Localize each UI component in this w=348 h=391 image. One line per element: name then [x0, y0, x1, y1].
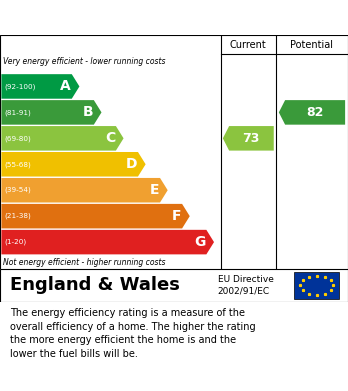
Text: D: D [126, 157, 137, 171]
Text: 82: 82 [307, 106, 324, 119]
Text: A: A [60, 79, 71, 93]
Text: (39-54): (39-54) [4, 187, 31, 194]
Polygon shape [1, 178, 168, 203]
Polygon shape [1, 204, 190, 228]
Polygon shape [1, 152, 145, 177]
Text: Very energy efficient - lower running costs: Very energy efficient - lower running co… [3, 57, 166, 66]
Text: E: E [150, 183, 159, 197]
Text: EU Directive
2002/91/EC: EU Directive 2002/91/EC [218, 275, 274, 296]
Text: 73: 73 [242, 132, 260, 145]
Text: G: G [194, 235, 206, 249]
Text: Energy Efficiency Rating: Energy Efficiency Rating [10, 12, 232, 27]
Text: F: F [172, 209, 181, 223]
Text: (92-100): (92-100) [4, 83, 35, 90]
Polygon shape [1, 74, 79, 99]
Polygon shape [1, 126, 124, 151]
Text: (21-38): (21-38) [4, 213, 31, 219]
Bar [294, 272, 339, 299]
Polygon shape [1, 230, 214, 255]
Text: The energy efficiency rating is a measure of the
overall efficiency of a home. T: The energy efficiency rating is a measur… [10, 308, 256, 359]
Text: (1-20): (1-20) [4, 239, 26, 246]
Text: (81-91): (81-91) [4, 109, 31, 116]
Polygon shape [1, 100, 102, 125]
Text: Potential: Potential [291, 40, 333, 50]
Text: C: C [105, 131, 115, 145]
Text: B: B [82, 106, 93, 119]
Polygon shape [279, 100, 345, 125]
Text: (55-68): (55-68) [4, 161, 31, 167]
Text: England & Wales: England & Wales [10, 276, 180, 294]
Polygon shape [223, 126, 274, 151]
Text: Current: Current [230, 40, 267, 50]
Text: Not energy efficient - higher running costs: Not energy efficient - higher running co… [3, 258, 166, 267]
Text: (69-80): (69-80) [4, 135, 31, 142]
